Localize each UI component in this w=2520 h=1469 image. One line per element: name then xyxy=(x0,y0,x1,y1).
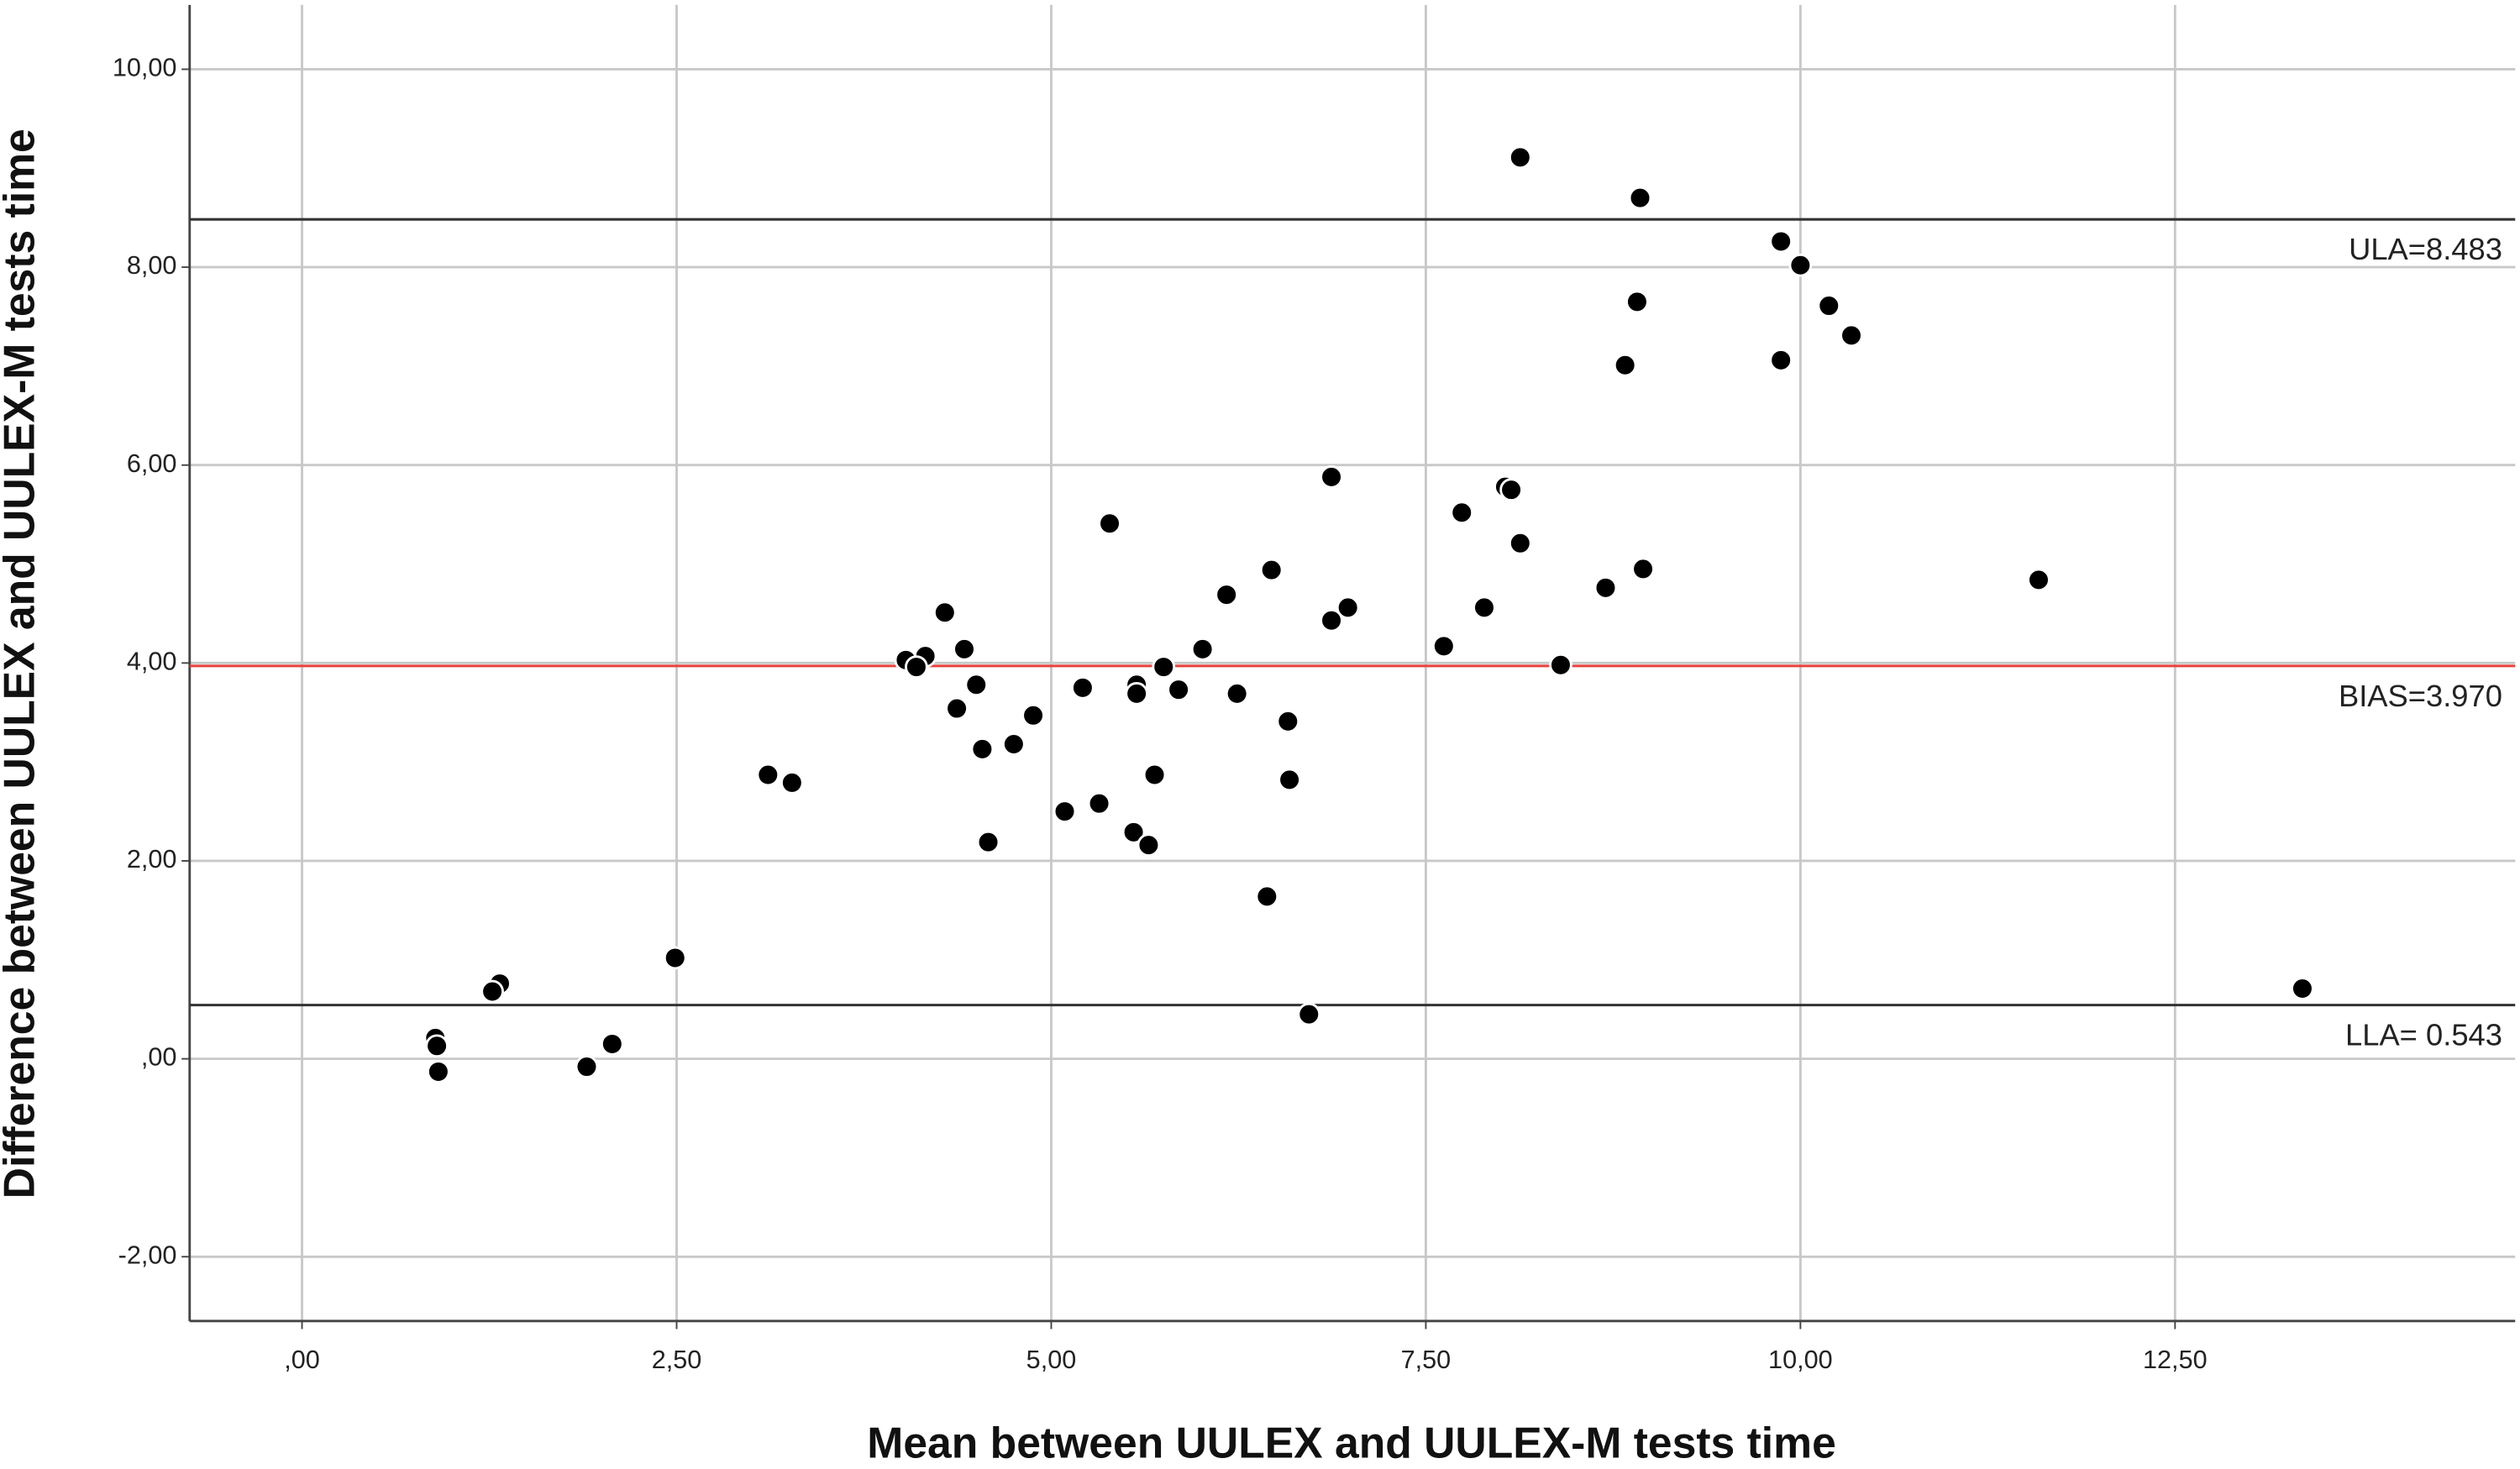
data-point xyxy=(1167,678,1190,702)
data-point xyxy=(2291,977,2314,1000)
data-point xyxy=(905,655,928,679)
x-tick-label: 10,00 xyxy=(1768,1346,1833,1374)
data-point xyxy=(1769,229,1793,254)
data-point xyxy=(932,601,957,625)
data-point xyxy=(1255,884,1279,909)
data-point xyxy=(1125,682,1149,706)
data-point xyxy=(1508,531,1532,555)
data-point xyxy=(756,763,780,787)
data-point xyxy=(1297,1002,1321,1026)
y-tick-label: 2,00 xyxy=(127,845,177,874)
data-point xyxy=(480,979,504,1004)
x-tick-label: 5,00 xyxy=(1026,1346,1077,1374)
data-point xyxy=(1098,512,1121,536)
data-point xyxy=(1431,634,1456,658)
data-point xyxy=(1788,253,1813,277)
y-axis-title: Difference between UULEX and UULEX-M tes… xyxy=(0,129,43,1199)
data-point xyxy=(1320,608,1343,632)
data-point xyxy=(1053,800,1077,823)
y-tick-label: 6,00 xyxy=(127,449,177,478)
data-point xyxy=(1121,820,1146,844)
x-tick-label: 2,50 xyxy=(652,1346,702,1374)
data-point xyxy=(427,1060,450,1083)
data-point xyxy=(970,737,995,761)
reference-label: BIAS=3.970 xyxy=(2339,679,2502,713)
data-point xyxy=(1215,583,1239,606)
data-point xyxy=(780,771,804,795)
data-point xyxy=(1071,675,1095,700)
y-tick-label: 10,00 xyxy=(113,54,177,82)
data-point xyxy=(1769,348,1793,372)
data-point xyxy=(1450,501,1474,525)
data-point xyxy=(1631,557,1655,581)
data-point xyxy=(1001,732,1026,756)
data-point xyxy=(663,946,687,970)
x-tick-label: 7,50 xyxy=(1401,1346,1452,1374)
data-point xyxy=(1225,682,1249,706)
y-tick-label: -2,00 xyxy=(118,1241,177,1269)
data-point xyxy=(964,673,989,697)
data-point xyxy=(1625,290,1649,314)
data-point xyxy=(1278,768,1301,792)
data-point xyxy=(1817,294,1841,317)
x-tick-label: 12,50 xyxy=(2143,1346,2208,1374)
y-tick-label: 8,00 xyxy=(127,251,177,280)
data-point xyxy=(1840,323,1863,348)
data-point xyxy=(425,1034,449,1058)
reference-label: LLA= 0.543 xyxy=(2345,1018,2502,1052)
x-axis-title: Mean between UULEX and UULEX-M tests tim… xyxy=(867,1419,1836,1467)
data-point xyxy=(2027,568,2050,592)
data-point xyxy=(1593,575,1618,600)
y-tick-label: ,00 xyxy=(141,1043,177,1072)
data-point xyxy=(1499,478,1523,502)
data-point xyxy=(575,1055,599,1078)
y-tick-label: 4,00 xyxy=(127,647,177,675)
data-point xyxy=(1473,595,1496,620)
data-point xyxy=(1628,186,1652,210)
data-point xyxy=(1549,653,1572,677)
data-point xyxy=(1190,637,1215,661)
data-point xyxy=(1087,791,1111,816)
data-point xyxy=(1152,655,1176,679)
data-point xyxy=(953,637,976,661)
data-point xyxy=(945,696,969,721)
data-point xyxy=(1276,710,1300,733)
data-point xyxy=(1259,558,1284,582)
data-point xyxy=(1142,763,1167,787)
data-point xyxy=(1320,464,1343,489)
reference-label: ULA=8.483 xyxy=(2349,232,2502,266)
data-point xyxy=(1021,703,1045,727)
data-point xyxy=(1613,353,1637,377)
data-point xyxy=(976,830,1000,854)
data-point xyxy=(600,1032,624,1056)
data-point xyxy=(1137,833,1161,858)
x-tick-label: ,00 xyxy=(284,1346,320,1374)
data-point xyxy=(1508,145,1532,170)
data-point xyxy=(1336,595,1360,620)
